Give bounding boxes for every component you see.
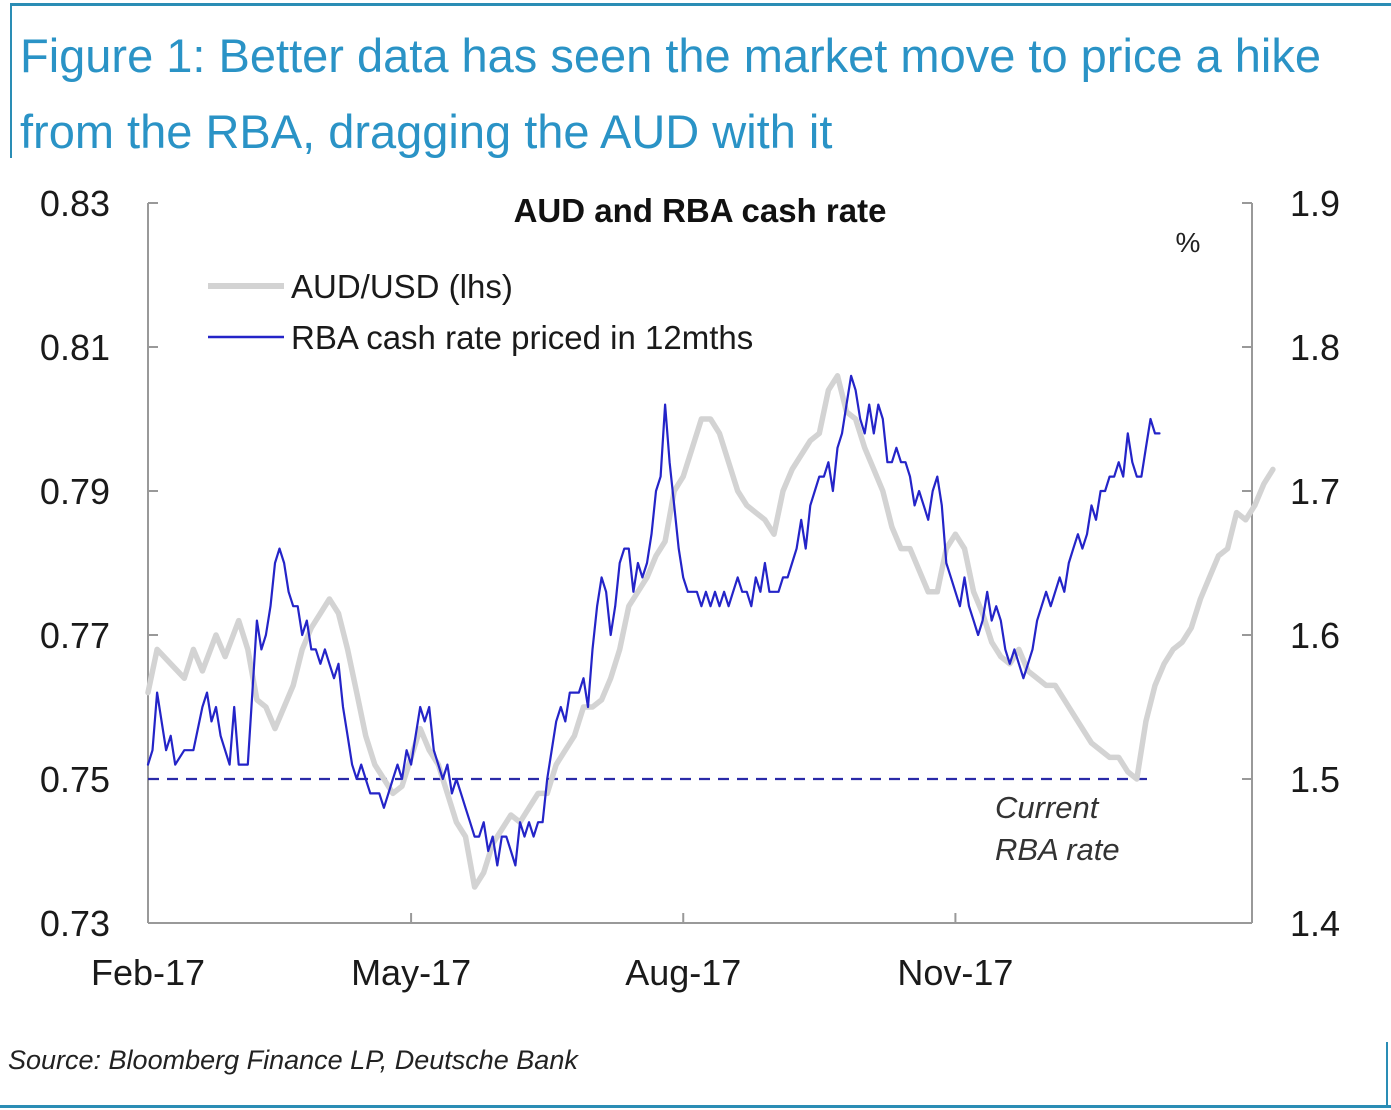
x-tick-label: Nov-17 <box>897 952 1013 993</box>
chart-text: AUD and RBA cash rate % <box>514 192 1201 258</box>
source-note: Source: Bloomberg Finance LP, Deutsche B… <box>8 1045 578 1075</box>
left-tick-label: 0.83 <box>40 183 110 224</box>
right-tick-label: 1.4 <box>1290 903 1340 944</box>
x-tick-label: Feb-17 <box>91 952 205 993</box>
right-tick-label: 1.8 <box>1290 327 1340 368</box>
rba-cash-rate-series-line <box>146 374 1161 867</box>
legend-rba-cash-rate-label: RBA cash rate priced in 12mths <box>291 319 753 356</box>
x-tick-label: Aug-17 <box>625 952 741 993</box>
right-tick-label: 1.5 <box>1290 759 1340 800</box>
frame-bottom-rule <box>0 1105 1391 1108</box>
chart-series <box>145 373 1276 890</box>
left-tick-label: 0.79 <box>40 471 110 512</box>
chart-title: AUD and RBA cash rate <box>514 192 887 229</box>
right-tick-label: 1.6 <box>1290 615 1340 656</box>
reference-line-label: RBA rate <box>995 832 1120 867</box>
right-tick-label: 1.7 <box>1290 471 1340 512</box>
left-tick-label: 0.77 <box>40 615 110 656</box>
right-tick-label: 1.9 <box>1290 183 1340 224</box>
left-tick-label: 0.75 <box>40 759 110 800</box>
reference-line-group: Current RBA rate <box>148 777 1148 867</box>
frame-left-rule <box>10 3 12 158</box>
frame-top-rule <box>10 3 1391 6</box>
figure-title: Figure 1: Better data has seen the marke… <box>20 29 1322 158</box>
x-tick-label: May-17 <box>351 952 471 993</box>
right-axis-unit: % <box>1176 227 1201 258</box>
aud-usd-series-line <box>145 373 1276 890</box>
left-tick-label: 0.81 <box>40 327 110 368</box>
reference-line-label: Current <box>995 790 1100 825</box>
left-tick-label: 0.73 <box>40 903 110 944</box>
legend-aud-usd-label: AUD/USD (lhs) <box>291 268 513 305</box>
chart-axes: 0.73 0.75 0.77 0.79 0.81 0.83 1.4 1.5 1.6 1.7 1.8 1… <box>40 183 1340 993</box>
frame-right-rule <box>1386 1042 1388 1106</box>
chart-legend: AUD/USD (lhs) RBA cash rate priced in 12m… <box>208 268 753 356</box>
